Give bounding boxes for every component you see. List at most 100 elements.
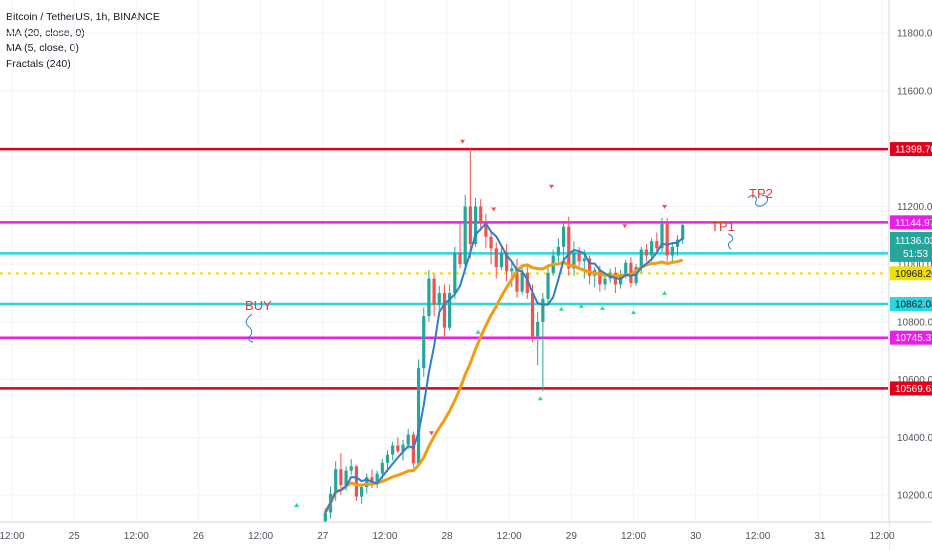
candle-body	[380, 462, 384, 474]
y-tick-label: 11600.00	[897, 86, 932, 97]
price-labels: 11398.7011144.9711037.3510968.2610862.04…	[890, 142, 932, 396]
candle-body	[375, 473, 379, 483]
candle-body	[525, 272, 529, 294]
legend-ma5[interactable]: MA (5, close, 0)	[6, 42, 79, 54]
fractal-up-marker	[622, 224, 628, 229]
candle-body	[437, 293, 441, 305]
candle-body	[582, 258, 586, 262]
candle-body	[587, 258, 592, 276]
level-price-label-bg	[890, 330, 932, 345]
fractal-up-marker	[548, 184, 554, 189]
time-axis[interactable]: 12:00 25 12:00 26 12:00 27 12:00 28 12:00 29 12:00…	[0, 521, 932, 550]
x-tick-label: 27	[317, 531, 329, 542]
fractal-markers	[294, 139, 668, 508]
level-price-label: 11144.97	[895, 218, 932, 229]
last-price-bg	[890, 231, 932, 262]
last-price-label: 11136.03	[895, 236, 932, 247]
candle-body	[541, 298, 545, 322]
legend-fractals[interactable]: Fractals (240)	[6, 57, 71, 70]
hand-drawn-marks	[245, 194, 769, 343]
candle-body	[660, 223, 664, 249]
buy-squiggle	[245, 313, 254, 343]
candle-body	[670, 246, 674, 256]
candle-body	[401, 444, 405, 452]
candle-body	[396, 445, 400, 452]
candle-body	[624, 262, 628, 276]
tp2-annotation: TP2	[749, 186, 773, 201]
countdown-label: 51:53	[903, 249, 928, 260]
candle-body	[442, 293, 447, 328]
fractal-up-marker	[491, 207, 497, 212]
candle-body	[650, 241, 654, 256]
fractal-down-marker	[631, 310, 636, 315]
candle-body	[432, 278, 436, 305]
candle-body	[406, 434, 410, 445]
x-tick-label: 25	[69, 531, 81, 542]
chart-grid	[0, 0, 888, 522]
fractal-down-marker	[558, 306, 564, 311]
candle-body	[359, 487, 364, 497]
x-tick-label: 29	[566, 531, 578, 542]
fractal-down-marker	[578, 303, 584, 308]
candle-body	[365, 477, 369, 488]
candle-body	[655, 241, 659, 249]
y-tick-label: 10400.00	[897, 433, 932, 444]
candle-body	[422, 316, 426, 369]
candle-body	[644, 249, 649, 256]
candle-body	[639, 249, 643, 268]
candle-body	[494, 248, 498, 268]
candles	[323, 148, 685, 545]
x-tick-label: 12:00	[372, 531, 397, 542]
candle-body	[567, 226, 571, 269]
fractal-down-marker	[537, 396, 543, 401]
level-price-label-bg	[890, 142, 932, 157]
candle-body	[411, 434, 415, 464]
candle-body	[489, 236, 493, 249]
legend-ma20[interactable]: MA (20, close, 0)	[6, 26, 85, 39]
y-tick-label: 11000.00	[897, 260, 932, 271]
candle-body	[515, 268, 519, 292]
x-tick-label: 12:00	[248, 531, 273, 542]
ma20-line	[323, 258, 684, 514]
candle-body	[463, 206, 467, 265]
legend-symbol[interactable]: Bitcoin / TetherUS, 1h, BINANCE	[6, 11, 160, 23]
x-tick-label: 12:00	[497, 531, 522, 542]
candle-body	[339, 469, 343, 486]
candle-body	[577, 252, 581, 262]
y-tick-label: 11200.00	[897, 202, 932, 213]
candle-body	[453, 252, 457, 294]
candle-body	[556, 246, 561, 256]
fractal-down-marker	[294, 503, 300, 508]
y-tick-label: 10800.00	[897, 317, 932, 328]
chart-legend: Bitcoin / TetherUS, 1h, BINANCE MA (20, …	[6, 10, 160, 72]
x-tick-label: 12:00	[870, 531, 895, 542]
level-price-label-bg	[890, 381, 932, 396]
candle-body	[391, 445, 395, 455]
candle-body	[505, 252, 509, 272]
level-price-label-bg	[890, 215, 932, 230]
y-tick-label: 10600.00	[897, 375, 932, 386]
candle-body	[334, 469, 338, 494]
y-tick-label: 10200.00	[897, 491, 932, 502]
fractal-up-marker	[460, 139, 466, 144]
candle-body	[479, 206, 483, 224]
candle-body	[370, 477, 374, 483]
buy-annotation: BUY	[245, 298, 272, 313]
level-price-label: 11398.70	[895, 145, 932, 156]
candle-body	[510, 268, 514, 272]
candle-body	[473, 206, 478, 244]
level-price-label-bg	[890, 266, 932, 281]
x-tick-label: 26	[193, 531, 205, 542]
candle-body	[681, 224, 685, 240]
candle-body	[385, 454, 390, 463]
candle-body	[536, 321, 540, 337]
level-price-label: 10968.26	[895, 269, 932, 280]
candle-body	[416, 368, 421, 464]
xaxis-background	[0, 522, 889, 550]
candle-body	[572, 252, 576, 269]
candle-body	[484, 223, 488, 237]
y-tick-label: 11800.00	[897, 29, 932, 40]
x-tick-label: 31	[814, 531, 826, 542]
level-price-label: 10745.37	[895, 333, 932, 344]
